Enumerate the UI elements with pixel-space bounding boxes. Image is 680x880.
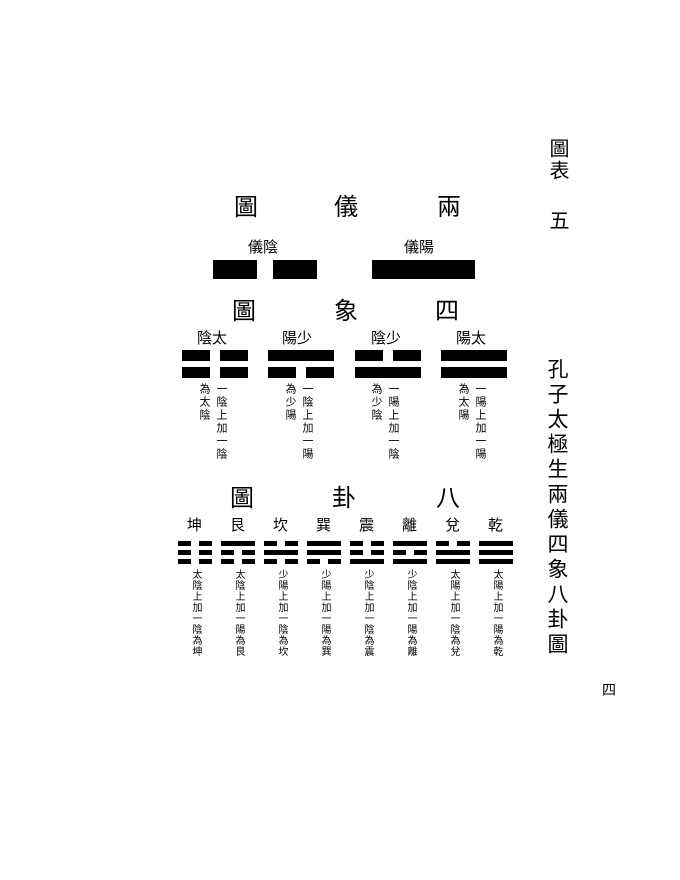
trigram-note: 少陽上加一陰為坎	[276, 569, 287, 657]
trigram-name: 巽	[316, 516, 332, 534]
bagua-title-char: 八	[436, 484, 460, 512]
trigram-note: 太陰上加一陽為艮	[233, 569, 244, 657]
trigram-note: 太陰上加一陰為坤	[190, 569, 201, 657]
bagua-title-char: 圖	[230, 484, 254, 512]
yin-label: 儀陰	[248, 238, 279, 256]
sixiang-note: 為太陰	[198, 383, 211, 422]
sixiang-name-shaoyang: 陽少	[282, 329, 313, 347]
chart-number: 五	[546, 210, 570, 230]
trigram-note: 少陰上加一陽為離	[405, 569, 416, 657]
yang-label: 儀陽	[404, 238, 435, 256]
trigram-note: 太陽上加一陽為乾	[491, 569, 502, 657]
sixiang-note: 為少陰	[370, 383, 383, 422]
sixiang-title-char: 圖	[232, 297, 256, 325]
yin-line-segment	[273, 260, 317, 279]
sixiang-note: 為太陽	[457, 383, 470, 422]
trigram-note: 少陽上加一陽為巽	[319, 569, 330, 657]
trigram-name: 震	[359, 516, 375, 534]
liangyi-title-char: 儀	[334, 193, 358, 221]
sixiang-name-taiyin: 陰太	[197, 329, 228, 347]
liangyi-title-char: 兩	[437, 193, 461, 221]
trigram-name: 乾	[488, 516, 504, 534]
sixiang-note: 一陽上加一陽	[474, 383, 487, 461]
sixiang-title-char: 象	[334, 297, 358, 325]
trigram-note: 少陰上加一陰為震	[362, 569, 373, 657]
sixiang-title-char: 四	[435, 297, 459, 325]
trigram-name: 離	[402, 516, 418, 534]
trigram-name: 艮	[230, 516, 246, 534]
sixiang-note: 一陽上加一陰	[387, 383, 400, 461]
bagua-title-char: 卦	[332, 484, 356, 512]
chart-label: 圖表	[546, 138, 570, 182]
sixiang-note: 一陰上加一陽	[301, 383, 314, 461]
yin-line-segment	[213, 260, 257, 279]
page-number: 四	[602, 683, 616, 699]
trigram-name: 坤	[187, 516, 203, 534]
liangyi-title-char: 圖	[234, 193, 258, 221]
trigram-name: 坎	[273, 516, 289, 534]
figure-caption: 孔子太極生兩儀四象八卦圖	[545, 358, 569, 658]
sixiang-name-taiyang: 陽太	[456, 329, 487, 347]
sixiang-note: 為少陽	[284, 383, 297, 422]
sixiang-note: 一陰上加一陰	[215, 383, 228, 461]
yang-line	[372, 260, 475, 279]
sixiang-name-shaoyin: 陰少	[371, 329, 402, 347]
trigram-note: 太陽上加一陰為兌	[448, 569, 459, 657]
trigram-name: 兌	[445, 516, 461, 534]
